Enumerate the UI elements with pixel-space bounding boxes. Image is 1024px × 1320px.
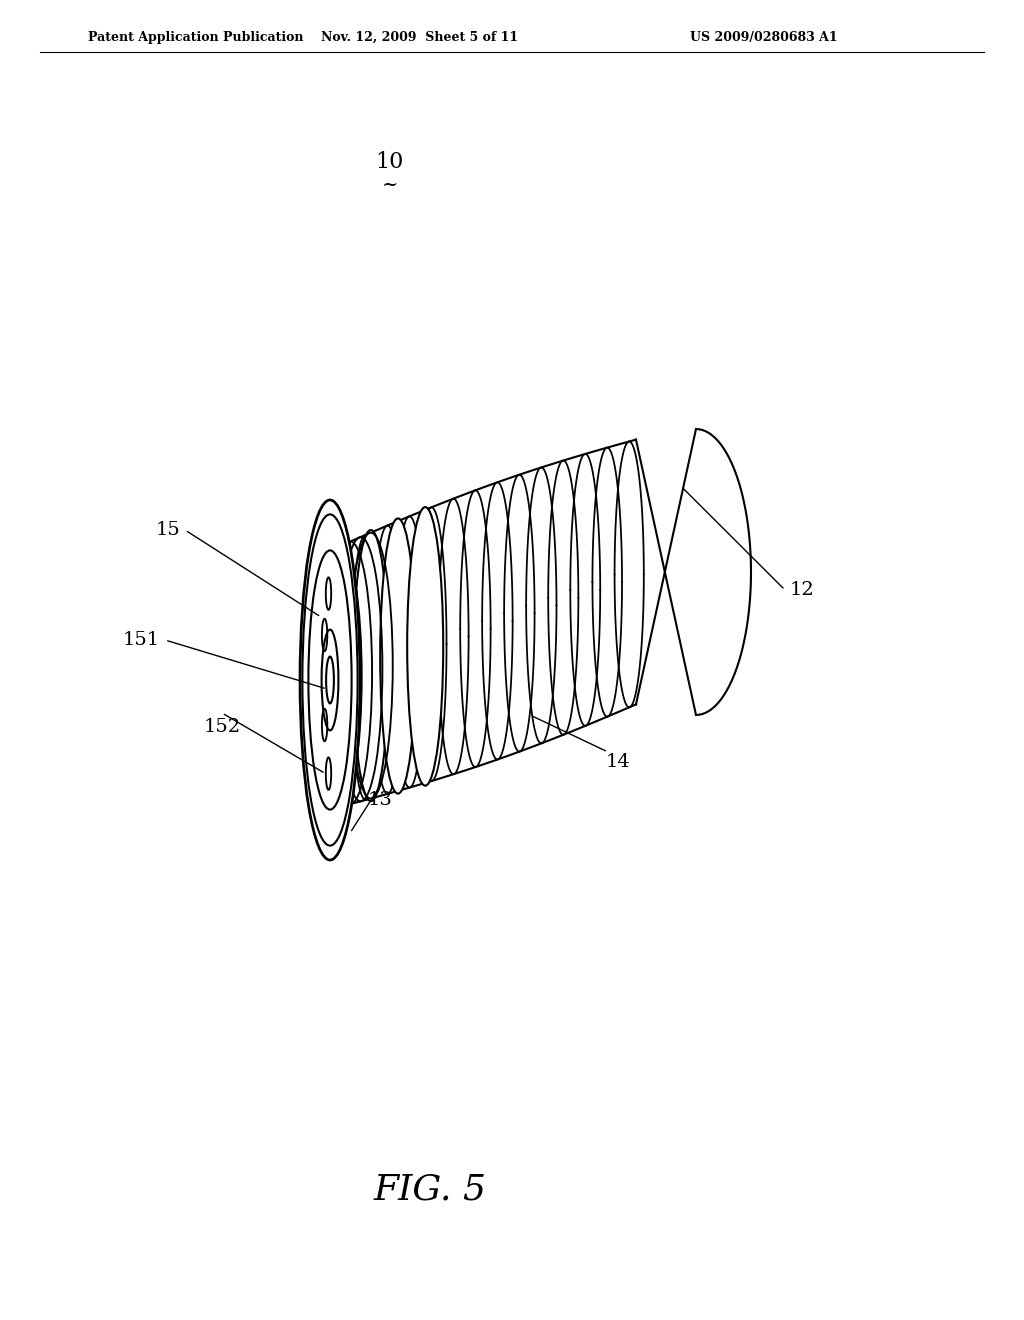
Ellipse shape bbox=[408, 507, 443, 785]
Ellipse shape bbox=[300, 500, 360, 861]
Text: 14: 14 bbox=[605, 752, 631, 771]
Text: 13: 13 bbox=[368, 791, 392, 809]
Text: 152: 152 bbox=[204, 718, 241, 737]
Text: Nov. 12, 2009  Sheet 5 of 11: Nov. 12, 2009 Sheet 5 of 11 bbox=[322, 30, 518, 44]
Polygon shape bbox=[696, 429, 751, 715]
Ellipse shape bbox=[353, 531, 388, 801]
Text: 151: 151 bbox=[123, 631, 160, 649]
Text: 12: 12 bbox=[790, 581, 815, 599]
Polygon shape bbox=[330, 429, 751, 809]
Text: 10: 10 bbox=[376, 150, 404, 173]
Text: ~: ~ bbox=[382, 176, 398, 194]
Ellipse shape bbox=[380, 519, 416, 793]
Text: US 2009/0280683 A1: US 2009/0280683 A1 bbox=[690, 30, 838, 44]
Text: 15: 15 bbox=[156, 521, 180, 539]
Text: FIG. 5: FIG. 5 bbox=[374, 1173, 486, 1206]
Text: Patent Application Publication: Patent Application Publication bbox=[88, 30, 303, 44]
